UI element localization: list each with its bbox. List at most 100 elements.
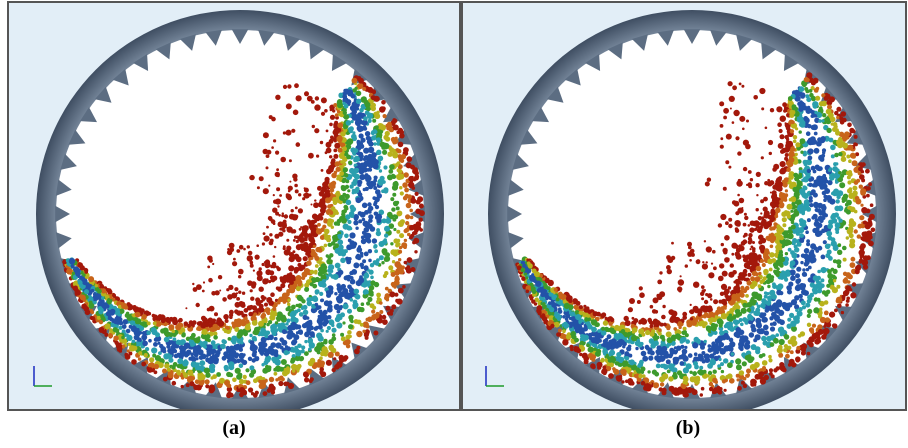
particle xyxy=(307,301,312,306)
particle xyxy=(286,130,292,136)
particle xyxy=(239,387,245,393)
particle xyxy=(843,194,848,199)
particle xyxy=(100,315,104,319)
particle xyxy=(209,259,213,263)
particle xyxy=(197,366,202,371)
particle xyxy=(795,309,798,312)
particle xyxy=(302,272,307,277)
particle xyxy=(800,141,803,144)
particle xyxy=(754,362,760,368)
particle xyxy=(304,377,309,382)
particle xyxy=(812,228,817,233)
particle xyxy=(749,332,754,337)
particle xyxy=(818,119,822,123)
particle xyxy=(808,183,812,187)
particle xyxy=(275,95,280,100)
particle xyxy=(141,334,147,340)
particle xyxy=(349,232,355,238)
particle xyxy=(275,378,278,381)
particle xyxy=(759,240,763,244)
particle xyxy=(807,342,811,346)
particle xyxy=(827,250,832,255)
particle xyxy=(274,246,276,248)
particle xyxy=(854,135,858,139)
particle xyxy=(358,245,361,248)
particle xyxy=(817,270,821,274)
particle xyxy=(766,336,772,342)
particle xyxy=(597,362,603,368)
particle xyxy=(802,103,805,106)
particle xyxy=(266,226,269,229)
particle xyxy=(392,193,396,197)
particle xyxy=(351,172,356,177)
particle xyxy=(130,321,134,325)
particle xyxy=(256,244,259,247)
particle xyxy=(101,296,104,299)
particle xyxy=(582,353,588,359)
particle xyxy=(287,368,290,371)
particle xyxy=(761,336,767,342)
particle xyxy=(376,137,381,142)
particle xyxy=(414,250,417,253)
particle xyxy=(346,120,352,126)
particle xyxy=(826,284,830,288)
particle xyxy=(778,353,783,358)
particle xyxy=(395,243,399,247)
particle xyxy=(737,378,740,381)
figure: (a) (b) xyxy=(0,0,908,448)
particle xyxy=(562,334,565,337)
particle xyxy=(294,83,299,88)
particle xyxy=(305,331,310,336)
particle xyxy=(745,340,750,345)
particle xyxy=(770,201,776,207)
particle xyxy=(810,249,814,253)
particle xyxy=(348,161,352,165)
particle xyxy=(764,295,768,299)
particle xyxy=(713,299,718,304)
particle xyxy=(772,314,777,319)
particle xyxy=(398,258,401,261)
particle xyxy=(292,369,295,372)
particle xyxy=(107,291,110,294)
particle xyxy=(279,376,283,380)
particle xyxy=(743,377,747,381)
particle xyxy=(784,210,788,214)
particle xyxy=(741,308,747,314)
particle xyxy=(347,275,351,279)
particle xyxy=(260,353,263,356)
particle xyxy=(816,87,820,91)
particle xyxy=(769,306,775,312)
particle xyxy=(283,245,286,248)
particle xyxy=(766,292,769,295)
particle xyxy=(250,261,254,265)
particle xyxy=(405,221,409,225)
particle xyxy=(780,330,786,336)
particle xyxy=(320,141,323,144)
particle xyxy=(791,299,797,305)
particle xyxy=(357,180,362,185)
particle xyxy=(128,352,132,356)
particle xyxy=(379,310,383,314)
particle xyxy=(852,160,858,166)
particle xyxy=(727,362,733,368)
particle xyxy=(248,387,253,392)
particle xyxy=(327,315,331,319)
particle xyxy=(288,186,293,191)
particle xyxy=(347,309,352,314)
particle xyxy=(268,300,274,306)
particle xyxy=(222,297,227,302)
particle xyxy=(783,109,786,112)
particle xyxy=(359,169,364,174)
particle xyxy=(787,318,791,322)
particle xyxy=(187,370,193,376)
particle xyxy=(355,119,359,123)
particle xyxy=(321,97,327,103)
particle xyxy=(275,342,281,348)
particle xyxy=(342,321,345,324)
particle xyxy=(357,140,361,144)
particle xyxy=(390,197,394,201)
particle xyxy=(271,390,275,394)
particle xyxy=(790,196,796,202)
particle xyxy=(164,331,169,336)
particle xyxy=(328,345,334,351)
